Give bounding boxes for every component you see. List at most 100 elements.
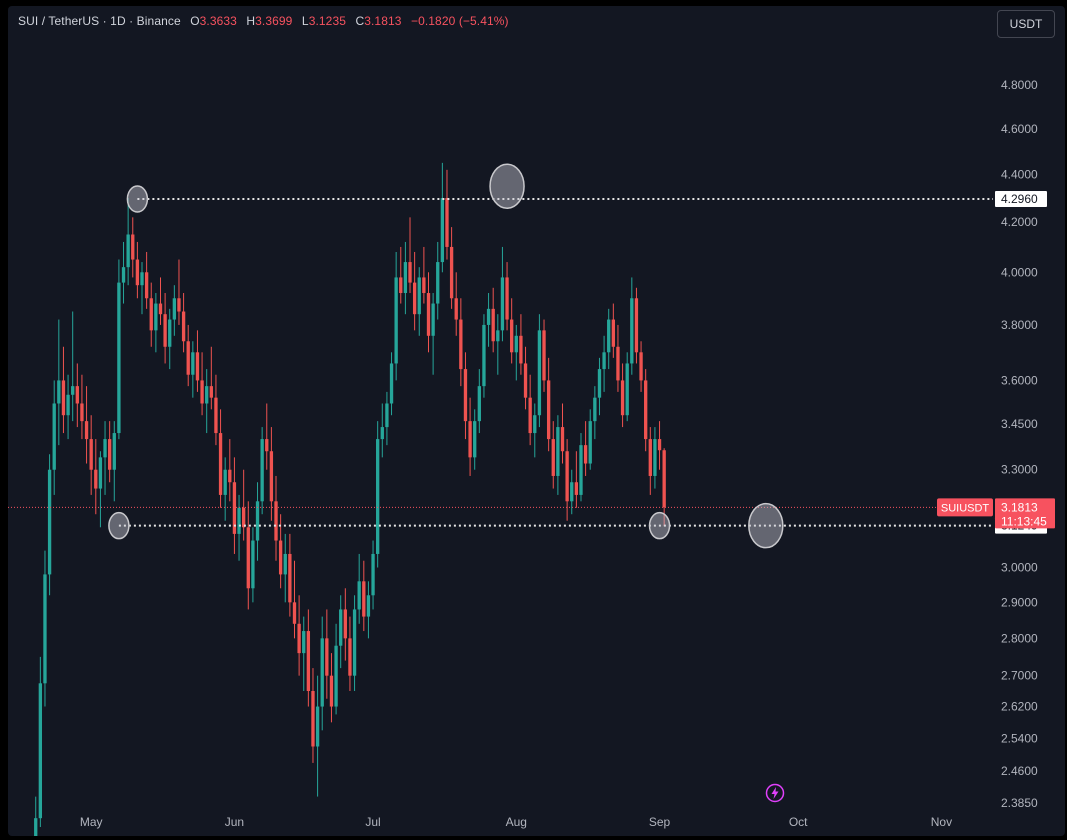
marker-circle (489, 163, 525, 209)
candle-body (237, 507, 241, 534)
candle-body (593, 397, 597, 422)
candle (468, 397, 472, 476)
y-tick-label: 2.9000 (1001, 595, 1038, 609)
markers-layer (108, 163, 784, 549)
y-tick-label: 2.6200 (1001, 700, 1038, 714)
candle (380, 403, 384, 458)
candle (306, 609, 311, 707)
candle (94, 439, 98, 515)
candle (140, 262, 144, 315)
y-tick-label: 4.6000 (1001, 122, 1038, 136)
candle (177, 259, 181, 325)
candle-body (376, 439, 380, 554)
candle (320, 616, 324, 731)
candle-body (477, 386, 481, 422)
level-price-tag-bg (995, 191, 1047, 208)
marker-circle (648, 511, 671, 540)
candle (611, 303, 615, 358)
candle-body (500, 277, 505, 331)
candle-body (634, 298, 639, 353)
low-label: L (301, 14, 309, 28)
candle (542, 319, 546, 392)
candle (445, 169, 449, 260)
symbol-title: SUI / TetherUS · 1D · Binance (18, 14, 181, 28)
candle-body (588, 421, 592, 464)
candle (653, 427, 657, 489)
candle-body (112, 433, 116, 470)
candle-body (625, 363, 629, 416)
candle-body (223, 469, 227, 495)
candle (168, 308, 172, 370)
candlestick-chart[interactable]: 4.8000 4.6000 4.4000 4.2000 4.0000 3.8000 3.60… (8, 6, 1065, 836)
candle-body (366, 595, 371, 617)
candle (131, 217, 135, 278)
candle-body (412, 282, 417, 315)
candle (209, 346, 213, 410)
x-tick-label: Aug (506, 815, 527, 829)
candle (625, 352, 629, 422)
candle-body (486, 308, 491, 325)
x-tick-label: Nov (931, 815, 952, 829)
candle-body (163, 314, 167, 347)
candle (639, 341, 643, 392)
candle (112, 421, 116, 502)
candle (186, 324, 190, 387)
candle (570, 469, 574, 515)
candle-body (657, 439, 662, 451)
y-tick-label: 3.6000 (1001, 373, 1038, 387)
close-label: C (355, 14, 365, 28)
candle-body (389, 363, 394, 404)
candle-body (269, 451, 274, 502)
candle-body (34, 818, 38, 836)
candle-body (348, 638, 352, 676)
currency-button[interactable]: USDT (997, 10, 1055, 38)
candle (528, 374, 532, 446)
x-tick-label: Oct (789, 815, 808, 829)
candle (149, 282, 153, 347)
candle-body (158, 303, 163, 315)
candle (71, 311, 75, 422)
candle (417, 267, 421, 336)
candle-body (57, 380, 61, 404)
candle-body (556, 427, 560, 476)
price-tag-bg (995, 498, 1055, 529)
candle-body (98, 457, 103, 489)
candle (311, 668, 315, 763)
candle (246, 501, 250, 610)
candle-body (260, 439, 264, 502)
candle-body (417, 277, 421, 315)
candle-body (570, 482, 574, 502)
candle (52, 380, 56, 495)
candle (255, 482, 260, 561)
candle (620, 363, 625, 428)
candle (486, 293, 491, 347)
symbol-tag-bg (937, 498, 993, 517)
lightning-bolt-icon[interactable] (765, 783, 785, 803)
candle (648, 427, 652, 495)
close-value: 3.1813 (364, 14, 402, 28)
y-tick-label: 4.0000 (1001, 265, 1038, 279)
candle (371, 540, 375, 610)
chart-panel[interactable]: 4.8000 4.6000 4.4000 4.2000 4.0000 3.8000 3.60… (8, 6, 1065, 836)
candle (283, 533, 287, 603)
candle-body (126, 234, 130, 268)
candle-body (320, 638, 324, 707)
candle-body (583, 445, 588, 464)
candle-body (66, 394, 70, 416)
candle-body (149, 298, 153, 331)
candle (574, 451, 579, 508)
candle (385, 391, 389, 446)
candle-body (311, 690, 315, 747)
candle (588, 409, 592, 470)
candle (505, 262, 509, 331)
candle (454, 272, 458, 336)
candle-body (283, 553, 287, 575)
candle (403, 241, 408, 315)
candle (121, 241, 126, 304)
candle-body (103, 439, 107, 458)
candle (288, 533, 292, 617)
candle (302, 616, 306, 691)
candle (496, 314, 500, 375)
candle (348, 616, 352, 691)
